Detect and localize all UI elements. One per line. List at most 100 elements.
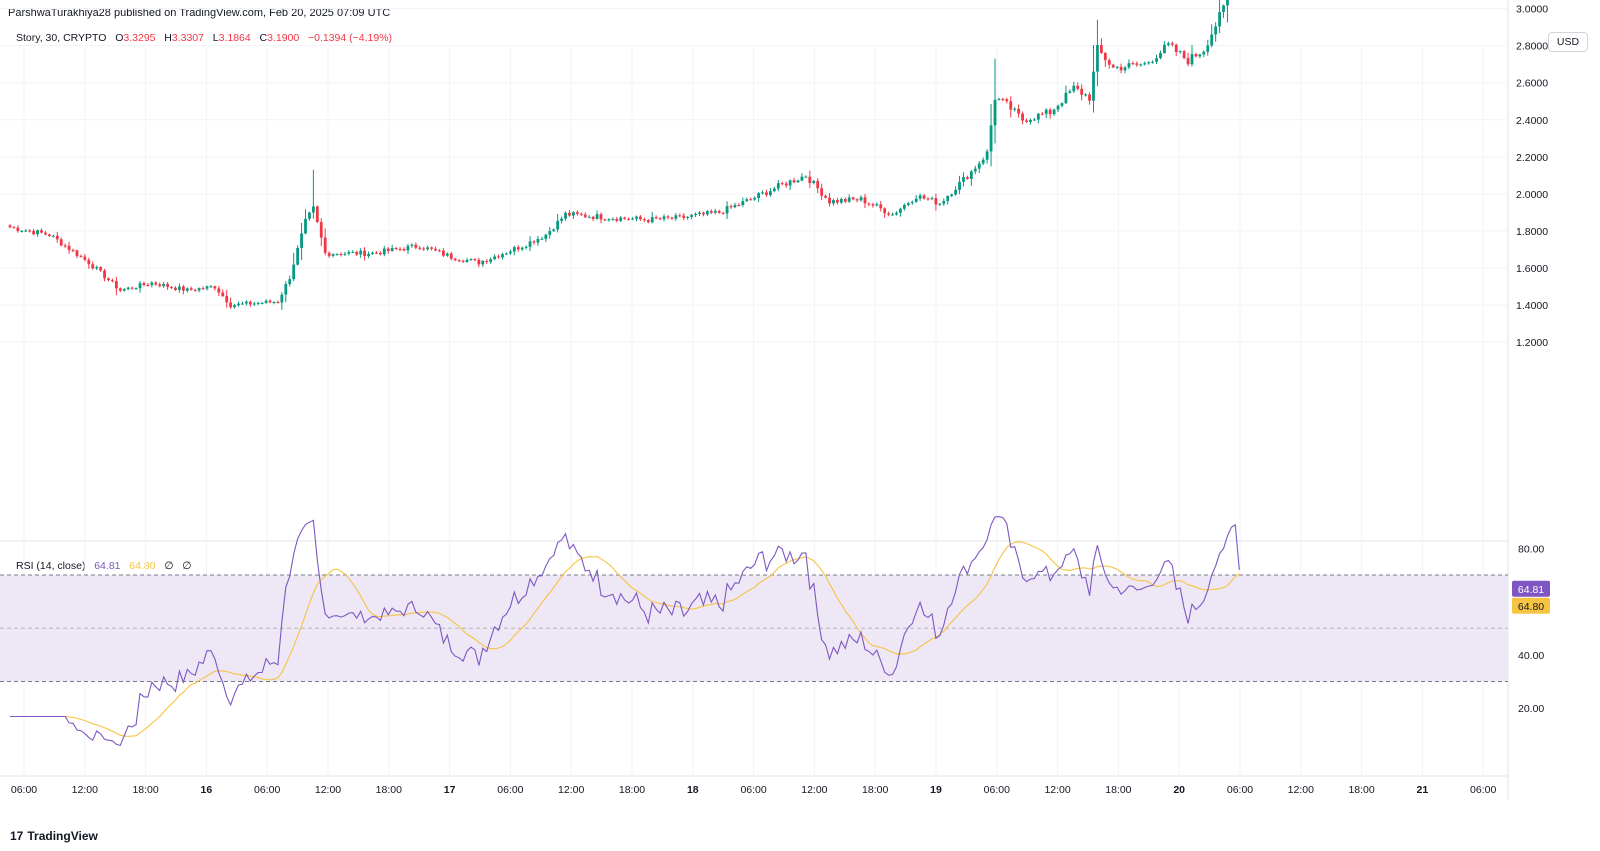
candle-body: [646, 220, 650, 223]
candle-body: [895, 212, 898, 215]
candle-body: [469, 259, 473, 261]
candle-body: [79, 256, 83, 258]
candle-body: [221, 292, 225, 297]
candle-body: [390, 248, 394, 251]
candle-body: [201, 288, 205, 290]
candle-body: [1060, 103, 1064, 106]
candle-body: [185, 288, 189, 291]
candle-body: [757, 193, 760, 198]
candle-body: [276, 301, 280, 303]
candle-body: [1143, 63, 1147, 65]
candle-body: [75, 250, 79, 257]
candle-body: [524, 246, 528, 248]
candle-body: [587, 216, 591, 218]
candle-body: [170, 286, 173, 288]
candle-body: [635, 216, 638, 219]
candle-body: [1029, 119, 1032, 123]
candle-body: [1068, 91, 1072, 93]
candle-body: [1218, 12, 1221, 27]
candle-body: [505, 253, 508, 255]
time-tick-label: 06:00: [497, 784, 523, 796]
candle-body: [453, 258, 457, 261]
candle-body: [48, 234, 51, 236]
tradingview-logo[interactable]: 17 TradingView: [10, 829, 98, 843]
candle-body: [150, 282, 154, 286]
candle-body: [670, 217, 674, 219]
time-tick-label: 12:00: [1288, 784, 1314, 796]
candle-body: [800, 176, 804, 181]
candle-body: [304, 218, 307, 234]
rsi-tick-label: 80.00: [1518, 543, 1544, 555]
candle-body: [619, 217, 623, 221]
rsi-legend-label[interactable]: RSI (14, close): [16, 560, 86, 572]
candle-body: [213, 286, 217, 289]
currency-button[interactable]: USD: [1548, 32, 1588, 52]
candle-body: [966, 177, 969, 179]
candle-body: [1198, 54, 1202, 57]
candle-body: [1072, 85, 1076, 92]
candle-body: [508, 251, 512, 254]
candle-body: [776, 183, 780, 189]
candle-body: [457, 260, 461, 262]
candle-body: [1123, 67, 1127, 71]
candle-body: [1147, 62, 1151, 64]
rsi-legend-ma-value: 64.80: [129, 560, 156, 572]
candle-body: [820, 188, 824, 196]
rsi-axis[interactable]: 80.00 40.00 20.00: [1518, 543, 1544, 715]
candle-body: [308, 212, 311, 219]
candle-body: [166, 283, 169, 287]
candle-body: [335, 253, 339, 255]
time-tick-label: 18:00: [1348, 784, 1374, 796]
time-tick-label: 06:00: [11, 784, 37, 796]
time-axis[interactable]: 06:00 12:00 18:00 16 06:00 12:00 18:00 17 06:00 1…: [11, 784, 1497, 796]
candle-body: [729, 206, 733, 208]
candle-body: [780, 183, 784, 185]
candles: [8, 0, 1229, 310]
candle-body: [1202, 51, 1206, 55]
candle-body: [142, 283, 146, 285]
rsi-legend: RSI (14, close) 64.81 64.80 ∅ ∅: [16, 560, 191, 572]
candle-body: [713, 210, 717, 213]
candle-body: [473, 259, 477, 261]
candle-body: [548, 231, 552, 235]
candle-body: [260, 302, 264, 304]
price-tick-label: 1.8000: [1516, 226, 1548, 238]
candle-body: [1166, 43, 1170, 45]
candle-body: [217, 288, 221, 293]
candle-body: [300, 233, 303, 248]
open-value: 3.3295: [123, 32, 156, 44]
candle-body: [323, 237, 327, 253]
candle-body: [296, 247, 300, 265]
candle-body: [241, 303, 244, 305]
candle-body: [1119, 66, 1123, 71]
candle-body: [867, 203, 871, 205]
candle-body: [311, 206, 315, 213]
time-tick-label: 18: [687, 784, 699, 796]
candle-body: [879, 204, 883, 209]
candle-body: [599, 214, 603, 220]
candle-body: [717, 210, 721, 213]
candle-body: [233, 305, 236, 308]
time-tick-label: 12:00: [558, 784, 584, 796]
price-tick-label: 1.2000: [1516, 337, 1548, 349]
rsi-value-badge: [1512, 580, 1550, 597]
candle-body: [1103, 52, 1107, 61]
candle-body: [855, 199, 859, 201]
price-axis[interactable]: 3.60003.40003.20003.00002.80002.60002.40…: [1516, 0, 1548, 350]
candle-body: [394, 248, 398, 250]
time-tick-label: 12:00: [72, 784, 98, 796]
candle-body: [193, 289, 197, 291]
candle-body: [327, 252, 331, 256]
candle-body: [414, 244, 418, 248]
candle-body: [1021, 113, 1024, 121]
candle-body: [1088, 94, 1091, 101]
candle-body: [422, 248, 426, 250]
candle-body: [371, 252, 374, 254]
close-label: C: [259, 32, 268, 44]
symbol-name[interactable]: Story, 30, CRYPTO: [16, 32, 107, 44]
rsi-band: [0, 574, 1508, 683]
candle-body: [28, 230, 32, 232]
candle-body: [721, 212, 725, 214]
candle-body: [55, 235, 59, 240]
